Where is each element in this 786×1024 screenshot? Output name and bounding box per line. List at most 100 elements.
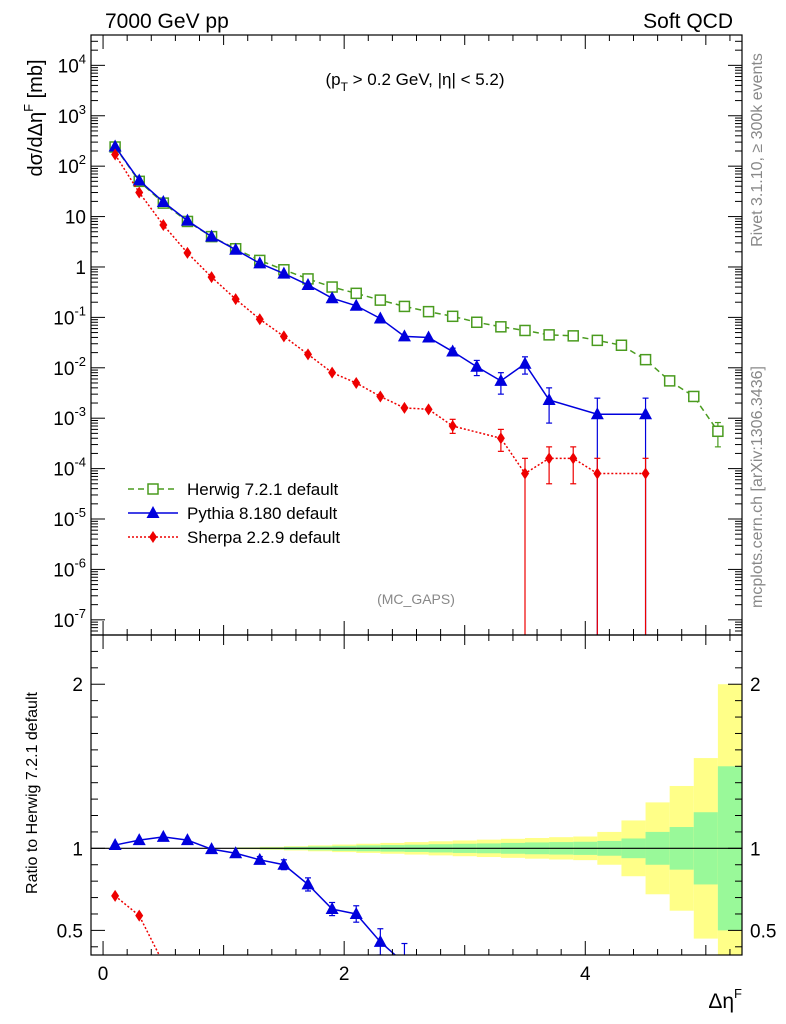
sherpa-point bbox=[207, 271, 216, 284]
ratio-plot-area bbox=[91, 684, 742, 969]
x-tick-label: 4 bbox=[580, 964, 591, 985]
pythia-point bbox=[301, 277, 315, 290]
herwig-point bbox=[543, 329, 555, 341]
pythia-ratio-point bbox=[349, 906, 363, 919]
x-tick-label: 2 bbox=[339, 964, 350, 985]
x-tick-label: 0 bbox=[98, 964, 109, 985]
sherpa-point bbox=[400, 401, 409, 414]
herwig-point bbox=[374, 294, 387, 306]
mcplots-reference-label: mcplots.cern.ch [arXiv:1306.3436] bbox=[749, 366, 766, 608]
herwig-point bbox=[519, 324, 531, 337]
pythia-ratio-point bbox=[301, 877, 315, 890]
pythia-point bbox=[205, 229, 219, 242]
pythia-point bbox=[446, 344, 460, 357]
pythia-ratio-point bbox=[156, 829, 170, 842]
sherpa-point bbox=[183, 246, 192, 259]
legend-marker bbox=[146, 506, 160, 518]
pythia-ratio-point bbox=[277, 857, 291, 870]
pythia-ratio-point bbox=[398, 956, 411, 968]
legend-label: Sherpa 2.2.9 default bbox=[187, 528, 340, 547]
pythia-ratio-point bbox=[229, 846, 243, 859]
legend-marker bbox=[149, 531, 157, 543]
herwig-point bbox=[688, 390, 700, 403]
ratio-y-axis-ticks: 0.5 0.5 1 1 2 2 bbox=[57, 650, 776, 948]
ratio-y-tick-label: 1 bbox=[72, 839, 83, 860]
pythia-ratio-point bbox=[205, 842, 219, 855]
y-tick-label: 102 bbox=[58, 152, 86, 178]
ratio-frame bbox=[90, 634, 743, 956]
herwig-point bbox=[567, 330, 579, 342]
legend-marker bbox=[147, 483, 159, 495]
sherpa-point bbox=[304, 348, 312, 361]
y-tick-label: 10-2 bbox=[53, 354, 86, 380]
pythia-point bbox=[108, 139, 122, 152]
y-tick-label: 10-7 bbox=[53, 606, 86, 632]
legend-entry-sherpa: Sherpa 2.2.9 default bbox=[128, 528, 340, 547]
sherpa-point bbox=[496, 432, 505, 445]
pythia-point bbox=[518, 356, 532, 369]
pythia-point bbox=[132, 173, 146, 186]
pythia-point bbox=[397, 329, 411, 342]
herwig-point bbox=[663, 375, 676, 387]
legend-label: Herwig 7.2.1 default bbox=[187, 480, 338, 499]
pythia-point bbox=[470, 359, 484, 372]
ratio-series-group bbox=[108, 829, 411, 969]
sherpa-ratio-series bbox=[111, 889, 167, 969]
sherpa-point bbox=[135, 186, 144, 199]
pythia-point bbox=[542, 392, 556, 405]
herwig-point bbox=[446, 310, 459, 323]
ratio-y-axis-label: Ratio to Herwig 7.2.1 default bbox=[24, 692, 41, 894]
sherpa-point bbox=[545, 452, 554, 465]
y-tick-label: 10 bbox=[65, 208, 86, 229]
rivet-version-label: Rivet 3.1.10, ≥ 300k events bbox=[749, 53, 766, 247]
ratio-y-tick-label: 2 bbox=[72, 675, 83, 696]
y-tick-label: 103 bbox=[58, 102, 86, 128]
pythia-point bbox=[422, 330, 436, 343]
pythia-ratio-point bbox=[325, 902, 339, 915]
sherpa-point bbox=[279, 330, 288, 343]
category-label: Soft QCD bbox=[643, 10, 733, 33]
y-tick-label: 104 bbox=[58, 51, 86, 77]
pythia-point bbox=[253, 256, 267, 269]
sherpa-ratio-point bbox=[159, 957, 167, 969]
sherpa-ratio-point bbox=[111, 889, 120, 902]
pythia-point bbox=[590, 407, 604, 420]
ratio-y-tick-label-right: 2 bbox=[750, 675, 761, 696]
sherpa-point bbox=[231, 293, 240, 306]
y-tick-label: 10-6 bbox=[53, 555, 86, 581]
legend-entry-herwig: Herwig 7.2.1 default bbox=[128, 480, 338, 499]
sherpa-point bbox=[255, 313, 264, 326]
sherpa-point bbox=[159, 219, 168, 232]
kinematic-cuts-label: (pT > 0.2 GeV, |η| < 5.2) bbox=[325, 70, 504, 94]
sherpa-ratio-line bbox=[114, 895, 161, 955]
herwig-point bbox=[471, 316, 483, 329]
sherpa-series bbox=[111, 148, 650, 635]
main-plot-area bbox=[108, 139, 724, 635]
y-tick-label: 10-4 bbox=[53, 455, 86, 481]
herwig-series bbox=[109, 141, 724, 448]
sherpa-point bbox=[424, 403, 433, 416]
herwig-point bbox=[615, 339, 628, 352]
main-y-axis-label: dσ/dΔηF [mb] bbox=[21, 59, 47, 176]
y-tick-label: 10-5 bbox=[53, 505, 86, 531]
sherpa-point bbox=[328, 366, 337, 379]
herwig-point bbox=[422, 305, 435, 318]
sherpa-point bbox=[569, 452, 578, 465]
sherpa-point bbox=[593, 467, 602, 480]
pythia-point bbox=[494, 373, 508, 386]
pythia-series bbox=[108, 139, 653, 635]
herwig-line bbox=[114, 146, 719, 432]
herwig-point bbox=[326, 281, 338, 293]
pythia-ratio-point bbox=[180, 833, 194, 846]
pythia-point bbox=[639, 407, 653, 420]
legend-label: Pythia 8.180 default bbox=[187, 504, 338, 523]
herwig-point bbox=[495, 321, 507, 333]
pythia-point bbox=[229, 242, 243, 255]
pythia-ratio-point bbox=[253, 852, 267, 865]
x-axis-label: ΔηF bbox=[708, 986, 742, 1013]
sherpa-point bbox=[521, 467, 529, 480]
pythia-point bbox=[277, 266, 291, 279]
ratio-y-tick-label: 0.5 bbox=[57, 921, 83, 942]
